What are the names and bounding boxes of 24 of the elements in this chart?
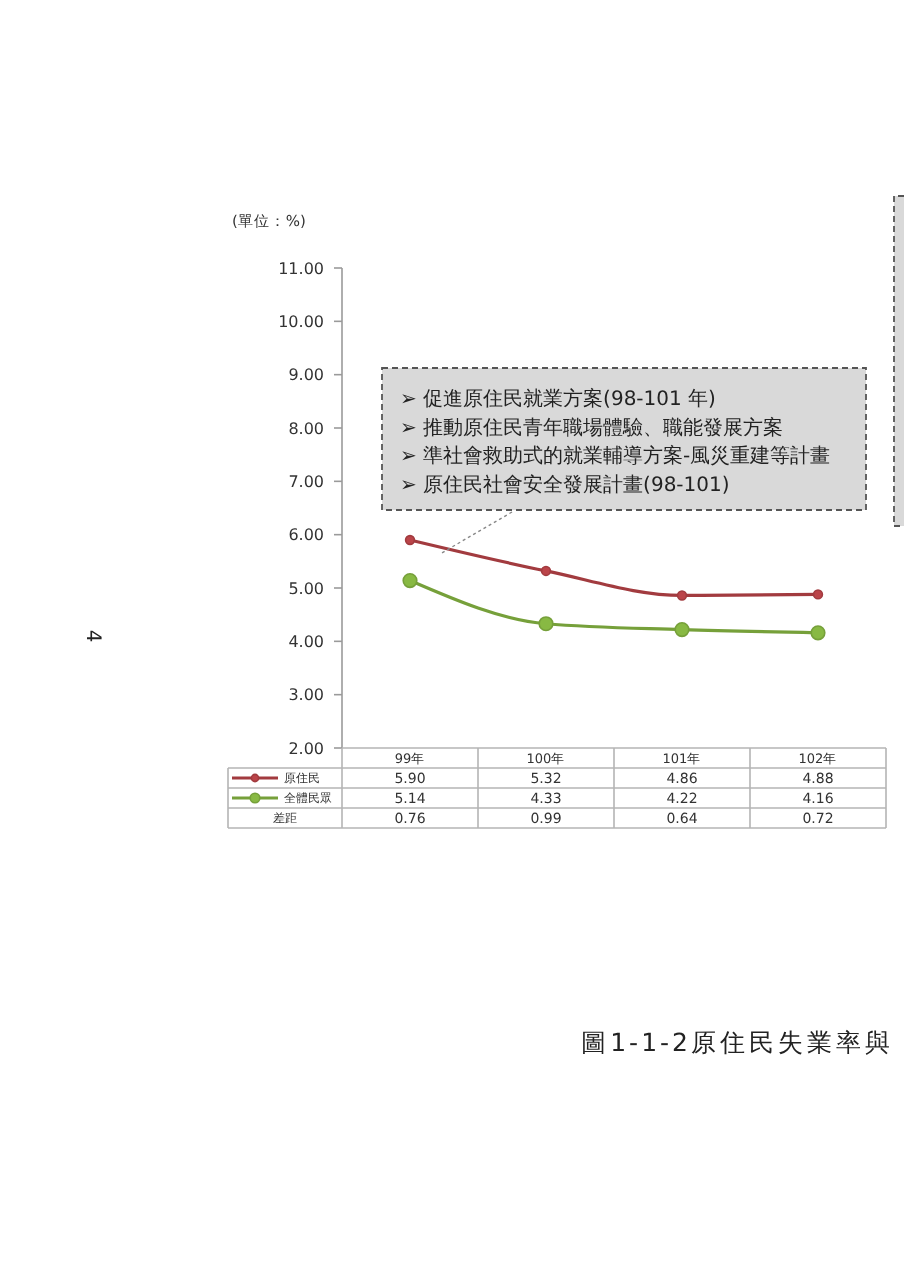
y-tick-label: 4.00: [288, 632, 324, 651]
point: [540, 565, 552, 577]
point: [810, 625, 826, 641]
point: [812, 589, 824, 600]
y-tick-label: 8.00: [288, 419, 324, 438]
y-tick-label: 11.00: [278, 259, 324, 278]
point: [674, 622, 690, 638]
annotation: ➢ 促進原住民就業方案(98-101 年): [400, 387, 717, 411]
y-tick-label: 7.00: [288, 472, 324, 491]
y-tick-label: 5.00: [288, 579, 324, 598]
point: [676, 590, 688, 601]
y-tick-label: 9.00: [288, 366, 324, 385]
text: 4: [81, 629, 103, 643]
y-tick-label: 10.00: [278, 312, 324, 331]
y-tick-label: 6.00: [288, 526, 324, 545]
point: [404, 534, 416, 546]
annotation: ➢ 推動原住民青年職場體驗、職能發展方案: [400, 415, 784, 440]
y-tick-label: 3.00: [288, 686, 324, 705]
point: [538, 616, 554, 632]
point: [402, 572, 418, 589]
annotation: ➢ 準社會救助式的就業輔導方案-風災重建等計畫: [400, 444, 831, 469]
annotation: ➢ 原住民社會安全發展計畫(98-101): [400, 472, 730, 497]
text: 圖1-1-2原住民失業率與: [581, 1026, 894, 1057]
y-tick-label: 2.00: [288, 739, 324, 758]
